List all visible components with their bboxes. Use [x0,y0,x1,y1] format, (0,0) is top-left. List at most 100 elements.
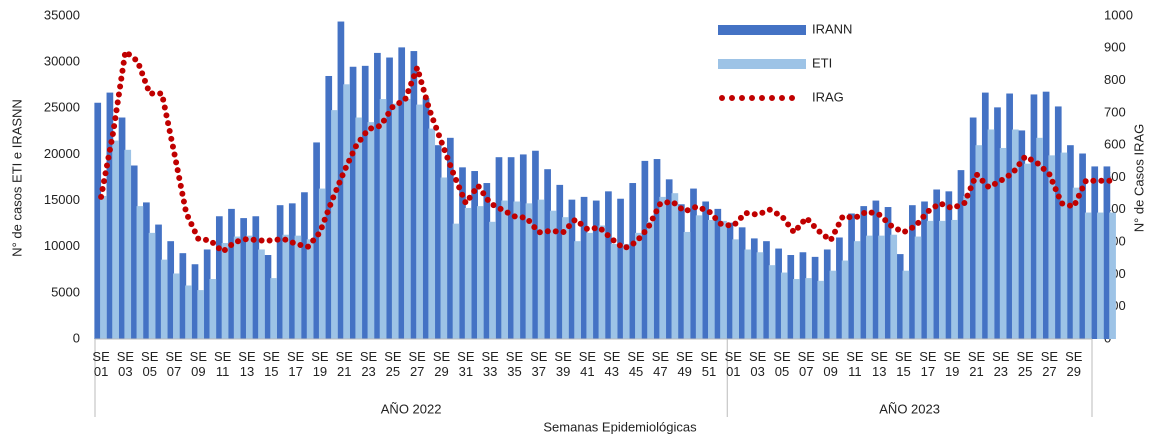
x-tick-label: SE 23 [992,349,1010,379]
bar [379,99,387,339]
bar [1024,163,1031,339]
bar [592,200,600,339]
bar [544,169,551,339]
x-tick-label: SE 29 [1065,349,1083,379]
x-tick-label: SE 51 [700,349,718,379]
bar [155,224,162,339]
bar [434,145,442,339]
bar [775,248,782,339]
bar [525,203,533,339]
bar [197,290,205,339]
bar [270,278,277,339]
bar [130,165,138,339]
bar [386,57,393,340]
bar [732,239,740,339]
bar [574,241,581,339]
bar [1036,137,1043,339]
bar [1054,106,1062,339]
bar [1060,152,1068,339]
bar [999,147,1007,339]
y2-tick-label: 900 [1104,40,1126,55]
x-tick-label: SE 09 [189,349,208,379]
bar [519,154,527,339]
bar [848,213,855,339]
bar [422,98,430,340]
bar [841,260,849,339]
x-tick-label: SE 15 [894,349,913,379]
bar [94,102,102,340]
legend-swatch [718,59,806,69]
bar [501,200,508,339]
y-tick-label: 25000 [44,100,80,115]
bar [702,201,710,339]
bar [203,249,211,339]
bar [404,99,411,339]
bar [1067,145,1074,339]
legend-label: IRANN [812,21,852,36]
y-tick-label: 15000 [44,192,80,207]
bar [975,145,983,339]
x-tick-label: SE 13 [238,349,256,379]
bar [617,198,624,339]
bar [629,183,637,339]
bar [1084,212,1092,339]
x-tick-label: SE 25 [1016,349,1034,379]
bar [446,137,454,339]
x-tick-label: SE 03 [748,349,767,379]
bar [191,264,199,339]
bar [1097,212,1104,339]
bar [1006,93,1013,340]
bar [896,254,904,339]
bar [464,207,472,339]
bar [343,84,350,339]
y2-axis-title: N° de Casos IRAG [1131,124,1146,233]
legend-label: IRAG [812,89,844,104]
bar [313,142,320,339]
group-label: AÑO 2022 [381,401,442,416]
bar [921,201,928,339]
bar [100,195,107,339]
bar [683,231,691,339]
bar [811,256,819,339]
bar [690,188,697,339]
bar [440,177,448,339]
bar [780,272,788,339]
bar [398,47,406,340]
bar [367,122,375,339]
x-tick-label: SE 21 [967,349,986,379]
bar [1018,130,1026,339]
bar [823,249,831,339]
bar [276,205,284,339]
bar [945,191,953,339]
bar [817,280,825,339]
x-tick-label: SE 05 [773,349,791,379]
bar [605,191,612,339]
bar [331,110,338,339]
x-tick-label: SE 39 [554,349,572,379]
x-tick-label: SE 03 [116,349,135,379]
bar [768,265,776,339]
bar [793,279,800,339]
bar [866,235,873,339]
bar [598,225,606,339]
bar [957,170,965,339]
x-tick-label: SE 11 [213,349,232,379]
bar [641,160,649,339]
x-tick-label: SE 45 [627,349,645,379]
bar [143,202,150,339]
x-tick-label: SE 01 [92,349,110,379]
bar [495,157,503,339]
bar [1011,129,1019,339]
bar [926,220,934,339]
y-tick-label: 35000 [44,7,80,22]
bar [860,206,868,339]
x-tick-label: SE 47 [651,349,670,379]
x-tick-label: SE 15 [262,349,280,379]
bar [507,157,515,339]
bar [361,65,369,339]
y-axis-title: N° de casos ETI e IRASNN [9,99,24,257]
bar [471,171,478,339]
bar [173,273,180,339]
bar [1042,91,1050,339]
bar [787,255,795,339]
